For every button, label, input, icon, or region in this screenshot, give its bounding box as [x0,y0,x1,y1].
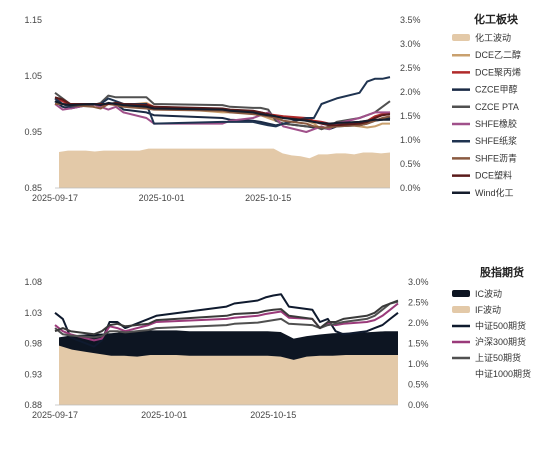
c2-x-tick-2: 2025-10-15 [250,410,296,420]
c1-legend-label-0: 化工波动 [475,32,511,43]
c1-area-0 [59,148,390,188]
c1-lines-layer [54,76,391,133]
c1-legend-label-1: DCE乙二醇 [475,49,521,60]
c2-series-line-3 [54,299,399,336]
chart-chemical: 1.15 1.05 0.95 0.85 3.5% 3.0% 2.5% 2.0% 1.5% 1.0… [24,12,521,203]
c1-area-layer [59,148,390,188]
c1-x-axis-ticks: 2025-09-17 2025-10-01 2025-10-15 [32,193,291,203]
c2-legend-swatch-0 [452,290,470,297]
c2-legend-label-5: 中证1000期货 [475,368,531,379]
c1-legend-label-9: Wind化工 [475,187,514,198]
c1-y-right-tick-1: 3.0% [400,39,421,49]
c1-legend-label-6: SHFE纸浆 [475,135,517,146]
c2-series-line-2 [54,300,399,339]
c1-x-tick-1: 2025-10-01 [139,193,185,203]
c2-y-left-tick-3: 0.93 [24,369,42,379]
c1-right-axis-ticks: 3.5% 3.0% 2.5% 2.0% 1.5% 1.0% 0.5% 0.0% [400,15,421,193]
c1-legend-label-5: SHFE橡胶 [475,118,517,129]
c2-y-right-tick-4: 1.0% [408,359,429,369]
c1-legend-label-2: DCE聚丙烯 [475,66,521,77]
c2-left-axis-ticks: 1.08 1.03 0.98 0.93 0.88 [24,277,42,410]
c1-legend-label-4: CZCE PTA [475,102,519,112]
c2-y-left-tick-0: 1.08 [24,277,42,287]
c1-y-right-tick-7: 0.0% [400,183,421,193]
c1-legend-swatch-0 [452,34,470,41]
c1-y-right-tick-3: 2.0% [400,87,421,97]
c1-series-line-6 [55,103,391,129]
c2-area-layer [59,330,398,405]
c2-y-right-tick-6: 0.0% [408,400,429,410]
c1-y-left-tick-2: 0.95 [24,127,42,137]
c2-x-axis-ticks: 2025-09-17 2025-10-01 2025-10-15 [32,410,296,420]
c2-y-left-tick-2: 0.98 [24,339,42,349]
c1-y-right-tick-6: 0.5% [400,159,421,169]
c1-legend-label-3: CZCE甲醇 [475,84,518,95]
c2-x-tick-0: 2025-09-17 [32,410,78,420]
c1-y-right-tick-5: 1.0% [400,135,421,145]
c2-y-right-tick-2: 2.0% [408,318,429,328]
c1-x-tick-2: 2025-10-15 [245,193,291,203]
chart-index-futures: 1.08 1.03 0.98 0.93 0.88 3.0% 2.5% 2.0% 1.5% 1.0… [24,265,531,420]
c2-y-right-tick-1: 2.5% [408,298,429,308]
c2-y-right-tick-0: 3.0% [408,277,429,287]
c2-legend-swatch-1 [452,306,470,313]
c1-legend: 化工波动 DCE乙二醇 DCE聚丙烯 CZCE甲醇 CZCE PTA SHFE橡胶 SHFE… [452,32,521,198]
c2-legend-label-2: 中证500期货 [475,320,526,331]
c1-series-line-5 [54,76,391,128]
c1-y-left-tick-0: 1.15 [24,15,42,25]
c2-y-right-tick-3: 1.5% [408,339,429,349]
c1-legend-label-7: SHFE沥青 [475,152,517,163]
c2-right-axis-ticks: 3.0% 2.5% 2.0% 1.5% 1.0% 0.5% 0.0% [408,277,429,410]
c2-y-left-tick-1: 1.03 [24,308,42,318]
c2-y-right-tick-5: 0.5% [408,380,429,390]
c2-legend-label-3: 沪深300期货 [475,336,526,347]
c2-lines-layer [54,293,399,348]
c1-y-right-tick-4: 1.5% [400,111,421,121]
c1-y-left-tick-3: 0.85 [24,183,42,193]
c2-legend-label-4: 上证50期货 [475,352,521,363]
c2-legend-label-0: IC波动 [475,288,502,299]
c1-left-axis-ticks: 1.15 1.05 0.95 0.85 [24,15,42,193]
c2-x-tick-1: 2025-10-01 [141,410,187,420]
c1-legend-label-8: DCE塑料 [475,170,512,181]
c1-y-right-tick-2: 2.5% [400,63,421,73]
c1-series-line-8 [54,100,390,125]
c1-y-left-tick-1: 1.05 [24,71,42,81]
c2-y-left-tick-4: 0.88 [24,400,42,410]
c1-x-tick-0: 2025-09-17 [32,193,78,203]
c1-y-right-tick-0: 3.5% [400,15,421,25]
c2-legend-title: 股指期货 [480,265,524,279]
c2-area-1 [59,345,398,405]
c2-legend-label-1: IF波动 [475,304,501,315]
c1-legend-title: 化工板块 [474,12,519,26]
